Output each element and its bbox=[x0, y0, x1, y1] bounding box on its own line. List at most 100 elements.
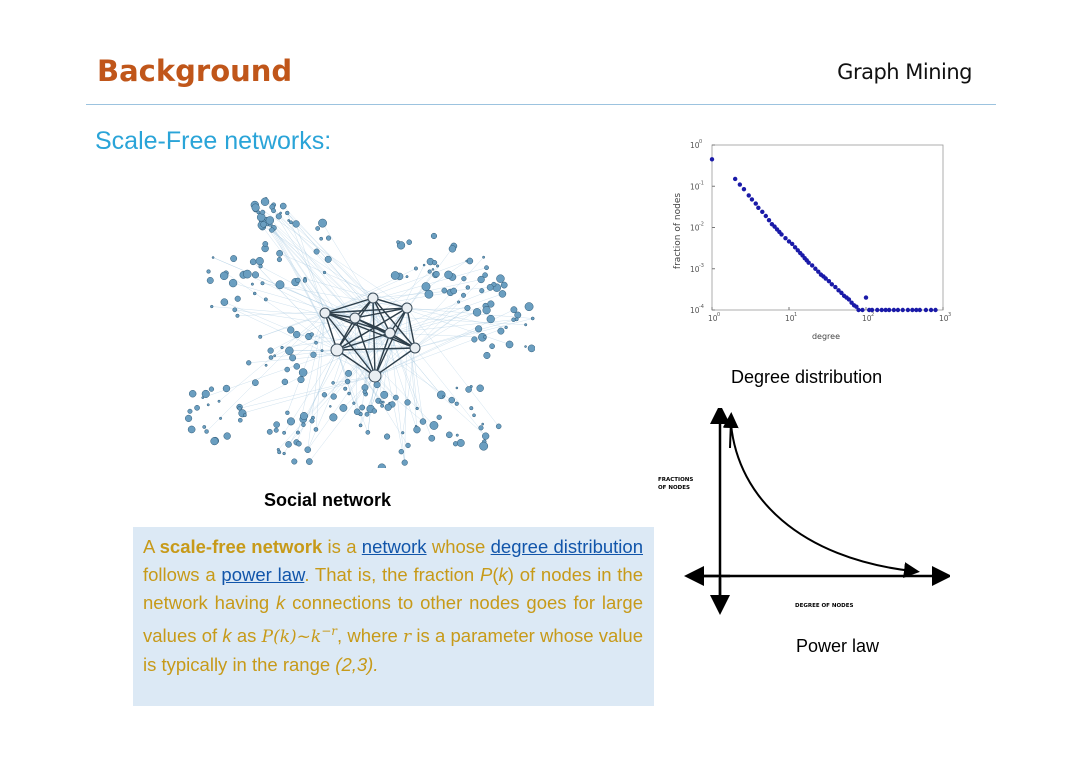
social-network-caption: Social network bbox=[264, 490, 392, 510]
network-edges bbox=[202, 198, 533, 463]
chart-data-point bbox=[763, 213, 769, 219]
chart-data-point bbox=[933, 307, 938, 313]
chart-y-tick-exponent: -4 bbox=[699, 304, 704, 310]
chart-data-point bbox=[879, 307, 884, 313]
chart-data-point bbox=[854, 304, 859, 309]
chart-data-point bbox=[836, 288, 841, 293]
chart-data-point bbox=[829, 282, 835, 287]
chart-x-axis-label: degree bbox=[812, 332, 840, 341]
chart-data-point bbox=[816, 269, 821, 274]
text: is a bbox=[322, 536, 362, 557]
degree-distribution-chart: 10 0 10 1 10 2 10 310 010 -110 -210 -310 -4 degree f… bbox=[673, 139, 951, 341]
chart-data-point bbox=[846, 297, 852, 302]
text: whose bbox=[426, 536, 491, 557]
chart-y-axis-label: fraction of nodes bbox=[673, 193, 683, 269]
network-link[interactable]: network bbox=[361, 536, 427, 557]
text: , where bbox=[337, 625, 404, 647]
social-network-graph-image bbox=[184, 197, 535, 468]
power-law-x-label: DEGREE OF NODES bbox=[795, 603, 853, 609]
chart-x-tick-exponent: 3 bbox=[948, 312, 951, 318]
chart-data-point bbox=[886, 307, 892, 313]
chart-data-point bbox=[863, 295, 869, 300]
power-law-link[interactable]: power law bbox=[221, 564, 305, 585]
chart-x-tick-exponent: 1 bbox=[794, 312, 797, 318]
chart-data-point bbox=[786, 239, 792, 244]
header-divider bbox=[86, 104, 996, 105]
power-law-exponent: −r bbox=[321, 624, 338, 638]
chart-data-point bbox=[813, 266, 818, 271]
scale-free-network-term: scale-free network bbox=[159, 536, 323, 557]
power-law-y-label-2: OF NODES bbox=[658, 485, 690, 491]
chart-data-point bbox=[789, 241, 795, 247]
chart-y-tick-label: 10 bbox=[690, 306, 700, 315]
text: . That is, the fraction bbox=[304, 564, 480, 585]
chart-data-point bbox=[826, 278, 832, 284]
chart-data-point bbox=[756, 205, 761, 211]
text: of nodes in the network having bbox=[143, 564, 643, 613]
chart-data-point bbox=[833, 284, 838, 290]
chart-data-point bbox=[905, 307, 911, 313]
chart-data-point bbox=[823, 276, 828, 281]
chart-data-point bbox=[709, 157, 715, 162]
chart-data-point bbox=[917, 307, 923, 313]
chart-data-point bbox=[792, 245, 798, 250]
chart-data-point bbox=[883, 307, 888, 313]
chart-y-tick-label: 10 bbox=[690, 141, 700, 150]
chart-data-point bbox=[783, 236, 788, 241]
math-k: k bbox=[222, 625, 232, 647]
chart-data-point bbox=[910, 307, 915, 313]
math-r: r bbox=[403, 627, 412, 648]
range-value: (2,3). bbox=[335, 654, 379, 676]
chart-data-point bbox=[869, 307, 875, 313]
chart-data-point bbox=[779, 232, 784, 237]
chart-data-point bbox=[753, 201, 758, 206]
chart-x-tick-label: 10 bbox=[708, 314, 718, 323]
chart-data-point bbox=[895, 307, 901, 313]
chart-x-tick-label: 10 bbox=[939, 314, 949, 323]
page-title: Background bbox=[97, 54, 293, 88]
chart-data-point bbox=[737, 182, 743, 187]
chart-y-tick-label: 10 bbox=[690, 182, 700, 191]
chart-data-point bbox=[923, 307, 929, 313]
chart-data-point bbox=[914, 307, 919, 313]
definition-paragraph: A scale-free network is a network whose … bbox=[143, 533, 643, 679]
chart-x-tick-label: 10 bbox=[862, 314, 872, 323]
text: follows a bbox=[143, 564, 222, 585]
chart-data-point bbox=[875, 307, 880, 313]
definition-box bbox=[133, 527, 654, 706]
chart-plot-frame bbox=[711, 144, 944, 311]
power-law-y-label-1: FRACTIONS bbox=[658, 477, 693, 483]
text: connections to other nodes goes for larg… bbox=[143, 592, 643, 647]
chart-y-tick-label: 10 bbox=[690, 224, 700, 233]
text: ( bbox=[492, 564, 499, 585]
chart-data-point bbox=[806, 260, 811, 265]
chart-y-tick-label: 10 bbox=[690, 265, 700, 274]
math-k: k bbox=[276, 592, 286, 613]
chart-x-tick-exponent: 0 bbox=[717, 312, 720, 318]
power-law-diagram: FRACTIONS OF NODES DEGREE OF NODES bbox=[658, 408, 950, 615]
section-subtitle: Scale-Free networks: bbox=[95, 127, 332, 155]
chart-y-tick-exponent: -2 bbox=[699, 222, 704, 228]
chart-data-point bbox=[749, 197, 755, 202]
power-law-formula: P(k)~k bbox=[261, 627, 322, 648]
power-law-caption: Power law bbox=[796, 636, 880, 656]
degree-distribution-caption: Degree distribution bbox=[731, 367, 883, 387]
chart-data-point bbox=[766, 218, 772, 223]
chart-data-point bbox=[891, 307, 897, 313]
chart-data-point bbox=[928, 307, 934, 313]
chart-data-point bbox=[900, 307, 905, 313]
chart-data-point bbox=[860, 307, 865, 313]
chart-data-point bbox=[746, 193, 751, 198]
power-law-curve bbox=[730, 423, 920, 579]
chart-y-tick-exponent: 0 bbox=[699, 139, 702, 145]
network-nodes bbox=[184, 197, 535, 468]
text: A bbox=[143, 536, 160, 557]
degree-distribution-link[interactable]: degree distribution bbox=[490, 536, 643, 557]
text: as bbox=[231, 625, 262, 647]
course-name: Graph Mining bbox=[837, 60, 972, 84]
chart-data-point bbox=[741, 186, 747, 192]
chart-data-point bbox=[760, 209, 765, 215]
chart-y-tick-exponent: -1 bbox=[699, 180, 704, 186]
power-law-curve-arrow bbox=[722, 412, 739, 449]
chart-y-tick-exponent: -3 bbox=[699, 263, 704, 269]
